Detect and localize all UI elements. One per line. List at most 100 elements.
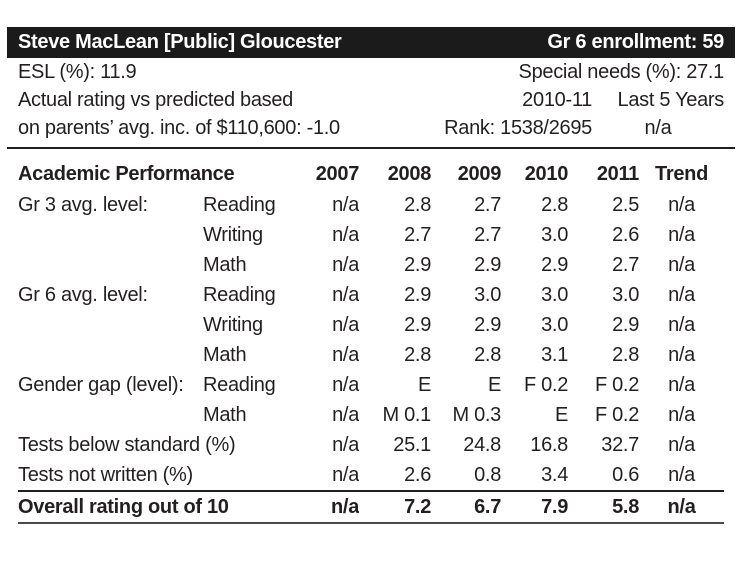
row-sub-label: Writing bbox=[203, 314, 263, 336]
row-sub-label: Reading bbox=[203, 194, 276, 216]
value-cell: 3.1 bbox=[541, 344, 569, 366]
table-row: Math n/a M 0.1 M 0.3 E F 0.2 n/a bbox=[18, 400, 724, 430]
overall-rating-label: Overall rating out of 10 bbox=[18, 490, 304, 524]
column-header-title: Academic Performance bbox=[18, 163, 235, 185]
value-cell: 3.0 bbox=[541, 314, 569, 336]
table-row: Writing n/a 2.7 2.7 3.0 2.6 n/a bbox=[18, 220, 724, 250]
value-cell: n/a bbox=[332, 464, 360, 486]
value-cell: 3.0 bbox=[541, 224, 569, 246]
value-cell: 2.9 bbox=[474, 314, 502, 336]
overall-rating-2009: 6.7 bbox=[431, 490, 502, 524]
school-report-card: Steve MacLean [Public] Gloucester Gr 6 e… bbox=[7, 27, 735, 524]
column-header-2009: 2009 bbox=[457, 163, 502, 185]
value-cell: 2.7 bbox=[474, 194, 502, 216]
value-cell: 3.4 bbox=[541, 464, 569, 486]
header-bar: Steve MacLean [Public] Gloucester Gr 6 e… bbox=[7, 27, 735, 58]
column-header-2010: 2010 bbox=[524, 163, 569, 185]
overall-rating-trend: n/a bbox=[639, 490, 725, 524]
rank-last5-value: n/a bbox=[644, 117, 672, 139]
value-cell: 2.8 bbox=[404, 194, 432, 216]
overall-rating-2011: 5.8 bbox=[568, 490, 640, 524]
trend-cell: n/a bbox=[668, 344, 695, 366]
row-group-label bbox=[18, 340, 203, 370]
trend-cell: n/a bbox=[668, 254, 695, 276]
value-cell: 2.8 bbox=[404, 344, 432, 366]
value-cell: 24.8 bbox=[463, 434, 502, 456]
school-name: Steve MacLean [Public] Gloucester bbox=[18, 31, 342, 53]
value-cell: 2.9 bbox=[404, 314, 432, 336]
row-sub-label: Math bbox=[203, 254, 247, 276]
row-group-label bbox=[18, 220, 203, 250]
row-sub-label: Reading bbox=[203, 284, 276, 306]
value-cell: E bbox=[554, 404, 569, 426]
value-cell: n/a bbox=[332, 374, 360, 396]
value-cell: 2.8 bbox=[541, 194, 569, 216]
performance-table: Academic Performance 2007 2008 2009 2010… bbox=[18, 158, 725, 524]
rating-note-line1: Actual rating vs predicted based bbox=[18, 89, 294, 111]
overall-rating-row: Overall rating out of 10 n/a 7.2 6.7 7.9… bbox=[18, 490, 725, 524]
trend-cell: n/a bbox=[668, 434, 695, 456]
row-label: Tests not written (%) bbox=[18, 464, 193, 486]
value-cell: 0.8 bbox=[474, 464, 502, 486]
table-row: Tests below standard (%) n/a 25.1 24.8 16.8 3… bbox=[18, 430, 724, 460]
value-cell: M 0.1 bbox=[382, 404, 432, 426]
period-columns: 2010-11 Last 5 Years bbox=[422, 86, 724, 114]
value-cell: 2.7 bbox=[404, 224, 432, 246]
value-cell: 32.7 bbox=[601, 434, 640, 456]
row-group-label bbox=[18, 250, 203, 280]
value-cell: M 0.3 bbox=[452, 404, 502, 426]
value-cell: 2.9 bbox=[404, 254, 432, 276]
value-cell: F 0.2 bbox=[523, 374, 569, 396]
value-cell: 2.8 bbox=[612, 344, 640, 366]
trend-cell: n/a bbox=[668, 464, 695, 486]
row-sub-label: Math bbox=[203, 404, 247, 426]
row-group-label bbox=[18, 400, 203, 430]
esl-value: ESL (%): 11.9 bbox=[18, 61, 137, 83]
row-group-label: Gr 6 avg. level: bbox=[18, 284, 148, 306]
table-row: Gr 6 avg. level: Reading n/a 2.9 3.0 3.0 3.0 n/… bbox=[18, 280, 724, 310]
column-header-2007: 2007 bbox=[315, 163, 360, 185]
value-cell: 2.6 bbox=[612, 224, 640, 246]
info-row-esl: ESL (%): 11.9 Special needs (%): 27.1 bbox=[7, 58, 735, 86]
value-cell: n/a bbox=[332, 224, 360, 246]
value-cell: F 0.2 bbox=[594, 374, 640, 396]
value-cell: n/a bbox=[332, 344, 360, 366]
value-cell: n/a bbox=[332, 314, 360, 336]
divider-line bbox=[7, 147, 735, 149]
value-cell: 2.9 bbox=[404, 284, 432, 306]
table-row: Gender gap (level): Reading n/a E E F 0.2 F 0.… bbox=[18, 370, 724, 400]
value-cell: 2.7 bbox=[474, 224, 502, 246]
value-cell: E bbox=[487, 374, 502, 396]
rating-note-line2: on parents’ avg. inc. of $110,600: -1.0 bbox=[18, 117, 340, 139]
period-current: 2010-11 bbox=[522, 89, 592, 111]
table-row: Gr 3 avg. level: Reading n/a 2.8 2.7 2.8 2.5 n/… bbox=[18, 190, 724, 220]
value-cell: F 0.2 bbox=[594, 404, 640, 426]
value-cell: 3.0 bbox=[541, 284, 569, 306]
rank-value: Rank: 1538/2695 bbox=[444, 117, 592, 139]
rank-columns: Rank: 1538/2695 n/a bbox=[422, 114, 724, 142]
trend-cell: n/a bbox=[668, 404, 695, 426]
value-cell: 3.0 bbox=[612, 284, 640, 306]
value-cell: n/a bbox=[332, 254, 360, 276]
row-sub-label: Reading bbox=[203, 374, 276, 396]
value-cell: 16.8 bbox=[530, 434, 569, 456]
column-header-2011: 2011 bbox=[596, 163, 640, 185]
row-label: Tests below standard (%) bbox=[18, 434, 236, 456]
value-cell: 2.8 bbox=[474, 344, 502, 366]
value-cell: n/a bbox=[332, 434, 360, 456]
table-row: Math n/a 2.8 2.8 3.1 2.8 n/a bbox=[18, 340, 724, 370]
table-row: Tests not written (%) n/a 2.6 0.8 3.4 0.6 n/a bbox=[18, 460, 724, 491]
overall-rating-2008: 7.2 bbox=[359, 490, 432, 524]
row-group-label: Gender gap (level): bbox=[18, 374, 184, 396]
value-cell: 2.5 bbox=[612, 194, 640, 216]
info-row-rating-1: Actual rating vs predicted based 2010-11… bbox=[7, 86, 735, 114]
value-cell: n/a bbox=[332, 194, 360, 216]
value-cell: 2.9 bbox=[612, 314, 640, 336]
performance-table-body: Gr 3 avg. level: Reading n/a 2.8 2.7 2.8 2.5 n/… bbox=[18, 190, 724, 491]
overall-rating-2007: n/a bbox=[303, 490, 360, 524]
trend-cell: n/a bbox=[668, 314, 695, 336]
value-cell: 0.6 bbox=[612, 464, 640, 486]
value-cell: 2.9 bbox=[541, 254, 569, 276]
value-cell: n/a bbox=[332, 284, 360, 306]
table-row: Writing n/a 2.9 2.9 3.0 2.9 n/a bbox=[18, 310, 724, 340]
